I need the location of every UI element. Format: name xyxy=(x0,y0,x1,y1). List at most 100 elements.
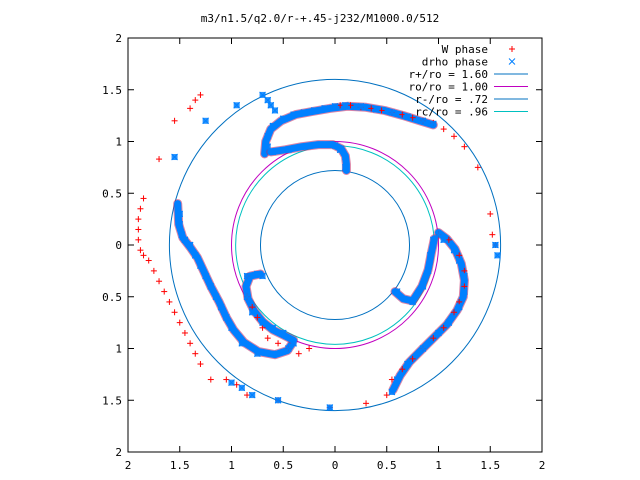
x-tick-label: 1.5 xyxy=(170,459,190,472)
drho-phase-point-x xyxy=(445,319,453,326)
x-tick-label: 2 xyxy=(539,459,546,472)
w-phase-point xyxy=(156,278,163,285)
drho-phase-point-x xyxy=(331,142,339,149)
y-tick-labels: 2 1.5 1 0.5 0 0.5 1 1.5 2 xyxy=(102,32,122,459)
w-phase-point xyxy=(140,195,147,202)
drho-phase-point-x xyxy=(217,303,225,311)
w-phase-point xyxy=(474,164,481,171)
drho-phase-point-x xyxy=(435,329,442,337)
x-tick-label: 1.5 xyxy=(480,459,500,472)
drho-phase-point-x xyxy=(207,283,215,290)
drho-phase-point-x xyxy=(461,288,468,295)
drho-phase-point-x xyxy=(259,91,266,99)
w-phase-point xyxy=(430,335,437,342)
drho-phase-point-x xyxy=(222,314,230,321)
w-phase-point xyxy=(156,156,163,163)
drho-phase-point-x xyxy=(181,236,189,244)
w-phase-point xyxy=(399,366,406,373)
drho-phase-point-x xyxy=(171,153,178,161)
w-phase-point xyxy=(166,298,173,305)
w-phase-point xyxy=(197,361,204,368)
w-phase-point xyxy=(145,257,152,264)
drho-phase-point-x xyxy=(269,148,277,156)
drho-phase-point-x xyxy=(388,388,396,396)
w-phase-point xyxy=(207,376,214,383)
circle-3 xyxy=(235,145,435,345)
drho-phase-point-x xyxy=(186,241,194,249)
w-phase-point xyxy=(347,102,354,109)
w-phase-point xyxy=(461,267,468,274)
drho-phase-point-x xyxy=(393,288,401,295)
drho-phase-point-x xyxy=(435,231,442,239)
w-phase-point xyxy=(461,283,468,290)
y-tick-label: 1.5 xyxy=(102,394,122,407)
w-phase-point xyxy=(489,231,496,238)
w-phase-point xyxy=(249,304,256,311)
drho-phase-point-x xyxy=(290,111,297,118)
drho-phase-point-x xyxy=(388,109,396,116)
chart-title: m3/n1.5/q2.0/r-+.45-j232/M1000.0/512 xyxy=(201,12,439,25)
drho-phase-point-x xyxy=(264,96,272,104)
drho-phase-point-x xyxy=(254,350,261,358)
w-phase-point xyxy=(181,329,188,336)
legend-label: drho phase xyxy=(422,56,488,69)
drho-phase-point-x xyxy=(331,102,339,110)
legend-label: r-/ro = .72 xyxy=(415,93,488,106)
w-phase-point xyxy=(264,335,271,342)
drho-phase-point-x xyxy=(429,236,437,244)
drho-phase-point-x xyxy=(419,117,427,125)
drho-phase-point-x xyxy=(326,404,334,411)
w-phase-point xyxy=(192,97,199,104)
y-tick-label: 1 xyxy=(115,136,122,149)
legend-drho-phase-marker xyxy=(508,58,516,65)
band-upper_arm xyxy=(261,102,437,158)
drho-phase-point-x xyxy=(274,396,282,404)
drho-phase-point-x xyxy=(426,251,434,259)
w-phase-point xyxy=(137,205,144,212)
data-series xyxy=(135,91,501,411)
drho-phase-point-x xyxy=(191,251,199,259)
x-tick-label: 2 xyxy=(125,459,132,472)
drho-phase-point-x xyxy=(269,350,277,358)
w-phase-point xyxy=(456,298,463,305)
legend-w-phase-marker xyxy=(509,46,515,52)
drho-phase-point-x xyxy=(228,324,235,332)
drho-phase-point-x xyxy=(373,106,380,113)
y-tick-label: 0.5 xyxy=(102,291,122,304)
drho-phase-point-x xyxy=(316,141,323,148)
w-phase-point xyxy=(440,324,447,331)
drho-phase-point-x xyxy=(357,102,365,110)
axis-ticks xyxy=(127,37,543,453)
drho-phase-point-x xyxy=(341,101,349,109)
drho-phase-point-x xyxy=(336,146,344,154)
drho-phase-point-x xyxy=(228,379,235,387)
drho-phase-point-x xyxy=(404,113,411,121)
x-tick-label: 0 xyxy=(332,459,339,472)
drho-phase-point-x xyxy=(285,345,292,352)
w-phase-point xyxy=(135,236,142,243)
drho-phase-point-x xyxy=(202,272,209,280)
w-phase-point xyxy=(409,114,416,121)
w-phase-point xyxy=(399,111,406,118)
y-tick-label: 1 xyxy=(115,343,122,356)
drho-phase-point-x xyxy=(243,272,251,280)
circle-2 xyxy=(259,169,411,321)
w-phase-point xyxy=(140,252,147,259)
w-phase-point xyxy=(275,340,282,347)
drho-phase-point-x xyxy=(404,360,411,368)
drho-phase-point-x xyxy=(492,241,499,249)
drho-phase-point-x xyxy=(455,303,463,311)
w-phase-point xyxy=(409,355,416,362)
y-tick-label: 2 xyxy=(115,446,122,459)
w-phase-point xyxy=(368,105,375,112)
drho-phase-point-x xyxy=(248,391,256,399)
drho-phase-point-x xyxy=(202,117,209,125)
series-w-phase xyxy=(135,91,499,411)
w-phase-point xyxy=(487,210,494,217)
drho-phase-point-x xyxy=(424,267,432,275)
drho-phase-point-x xyxy=(290,339,297,347)
w-phase-point xyxy=(233,381,240,388)
w-phase-point xyxy=(176,319,183,326)
drho-phase-point-x xyxy=(233,101,241,109)
